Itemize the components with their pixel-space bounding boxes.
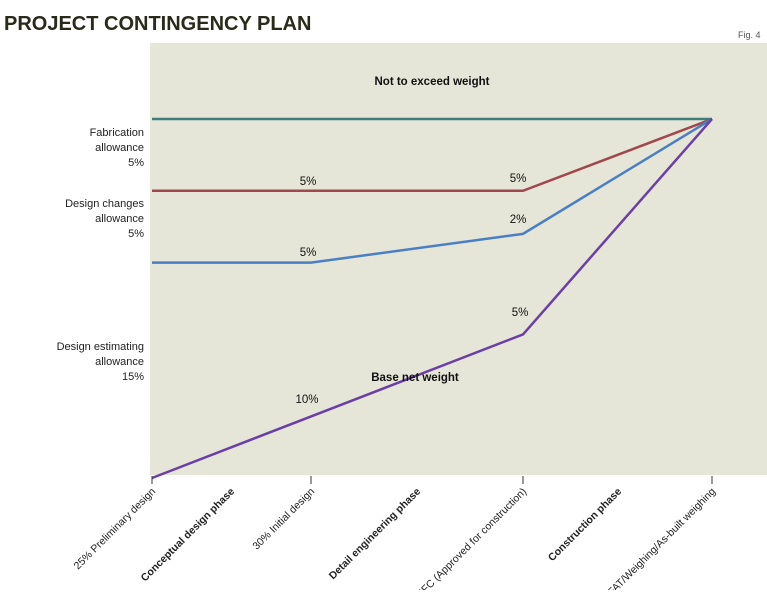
allowance-label: Design estimating [57, 341, 144, 353]
chart-title: Project contingency plan [4, 13, 311, 35]
data-label: 5% [512, 307, 529, 319]
series-line-2 [152, 117, 713, 264]
data-label: 5% [510, 173, 527, 185]
plot-area [150, 43, 767, 475]
series-label-not-to-exceed: Not to exceed weight [374, 76, 489, 88]
allowance-label: allowance [95, 356, 144, 368]
series-label-base-net-weight: Base net weight [371, 372, 459, 384]
x-tick-label: 25% Preliminary design [72, 486, 159, 573]
allowance-label: 5% [128, 228, 144, 240]
data-label: 5% [300, 176, 317, 188]
allowance-label: allowance [95, 213, 144, 225]
allowance-label: Design changes [65, 198, 144, 210]
allowance-label: allowance [95, 142, 144, 154]
data-label: 5% [300, 247, 317, 259]
series-line-1 [152, 117, 713, 193]
figure-label: Fig. 4 [738, 30, 761, 40]
data-label: 2% [510, 214, 527, 226]
x-tick-label: Detail engineering phase [327, 486, 423, 582]
x-tick-label: 30% Initial design [250, 486, 317, 553]
series-line-3 [151, 118, 713, 480]
allowance-label: 15% [122, 371, 144, 383]
data-label: 10% [295, 394, 318, 406]
x-tick-label: Construction phase [546, 486, 624, 564]
x-tick-label: IFC (Approved for construction) [417, 486, 529, 590]
allowance-label: Fabrication [90, 127, 144, 139]
x-tick-label: Conceptual design phase [139, 486, 238, 585]
allowance-label: 5% [128, 157, 144, 169]
